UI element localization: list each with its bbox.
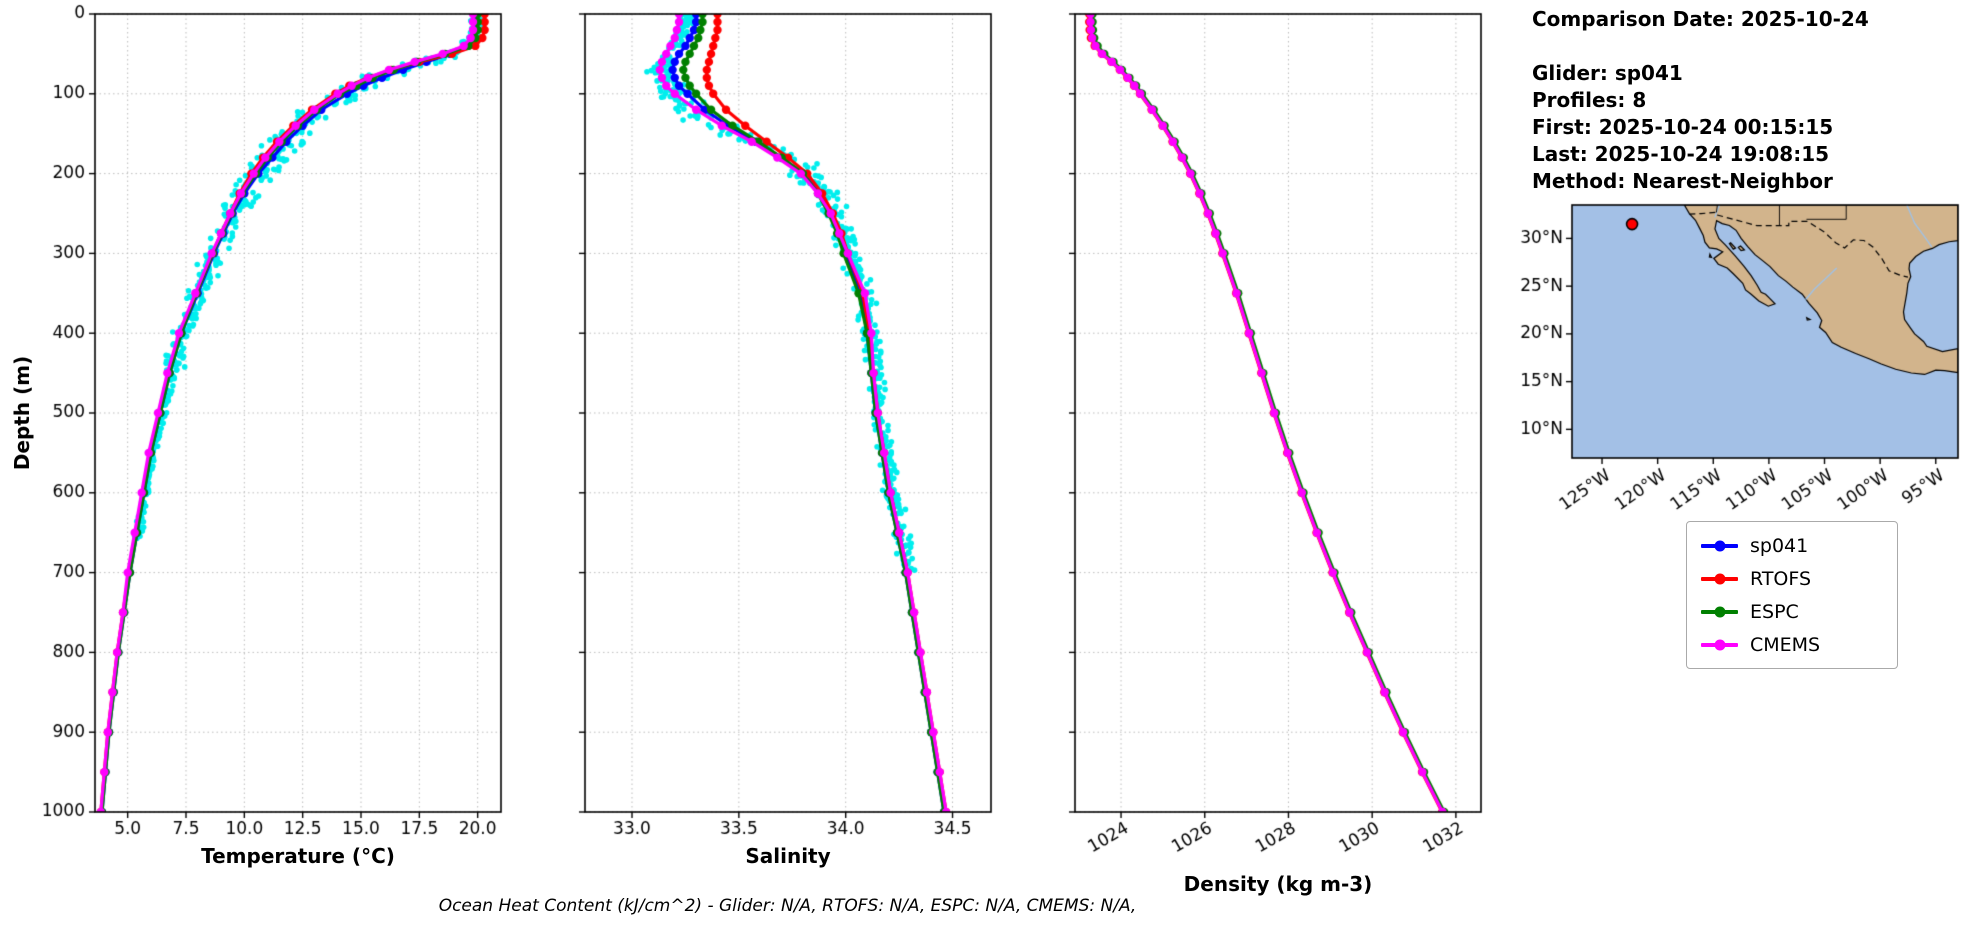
legend-label-CMEMS: CMEMS bbox=[1750, 633, 1821, 656]
legend-label-RTOFS: RTOFS bbox=[1750, 567, 1812, 590]
legend-item-CMEMS: CMEMS bbox=[1687, 628, 1897, 661]
legend-marker-sp041 bbox=[1701, 540, 1738, 551]
last-profile-time-text: Last: 2025-10-24 19:08:15 bbox=[1532, 142, 1830, 166]
legend: sp041 RTOFS ESPC CMEMS bbox=[1686, 521, 1898, 669]
first-profile-time-text: First: 2025-10-24 00:15:15 bbox=[1532, 115, 1834, 139]
temperature-axis-label: Temperature (°C) bbox=[201, 844, 395, 868]
density-axis-label: Density (kg m-3) bbox=[1183, 872, 1373, 896]
legend-marker-ESPC bbox=[1701, 606, 1738, 617]
info-panel: Comparison Date: 2025-10-24 Glider: sp04… bbox=[1532, 6, 1869, 195]
legend-dot-RTOFS bbox=[1714, 573, 1725, 584]
ocean-heat-content-note: Ocean Heat Content (kJ/cm^2) - Glider: N… bbox=[438, 896, 1137, 916]
profiles-count-text: Profiles: 8 bbox=[1532, 88, 1647, 112]
info-spacer bbox=[1532, 33, 1869, 60]
method-text: Method: Nearest-Neighbor bbox=[1532, 169, 1833, 193]
legend-marker-CMEMS bbox=[1701, 639, 1738, 650]
legend-dot-ESPC bbox=[1714, 606, 1725, 617]
legend-item-RTOFS: RTOFS bbox=[1687, 562, 1897, 595]
legend-label-sp041: sp041 bbox=[1750, 534, 1809, 557]
legend-dot-sp041 bbox=[1714, 540, 1725, 551]
legend-marker-RTOFS bbox=[1701, 573, 1738, 584]
comparison-date-text: Comparison Date: 2025-10-24 bbox=[1532, 7, 1869, 31]
legend-item-sp041: sp041 bbox=[1687, 529, 1897, 562]
glider-id-text: Glider: sp041 bbox=[1532, 61, 1683, 85]
legend-item-ESPC: ESPC bbox=[1687, 595, 1897, 628]
legend-dot-CMEMS bbox=[1714, 639, 1725, 650]
salinity-axis-label: Salinity bbox=[745, 844, 831, 868]
legend-label-ESPC: ESPC bbox=[1750, 600, 1799, 623]
depth-axis-label: Depth (m) bbox=[10, 355, 34, 471]
